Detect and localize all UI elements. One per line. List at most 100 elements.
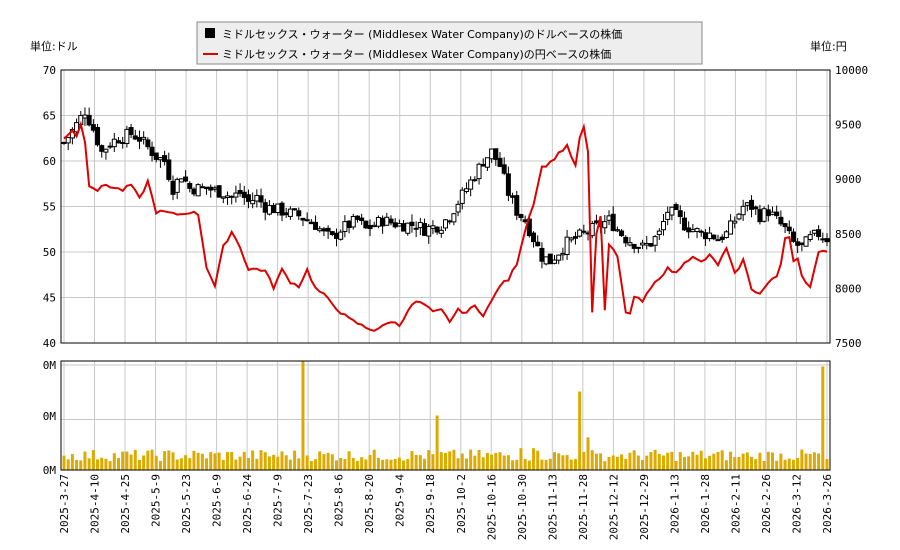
candle-body: [652, 236, 658, 246]
candle-body: [459, 189, 465, 204]
volume-bar: [670, 451, 674, 470]
candle-body: [90, 124, 96, 131]
volume-bar: [544, 459, 548, 470]
candle-body: [174, 178, 180, 193]
candle-body: [757, 209, 763, 223]
candle-body: [271, 204, 277, 214]
candle-body: [300, 217, 306, 221]
candle-body: [292, 208, 298, 211]
x-tick-label: 2025-9-18: [424, 474, 437, 534]
legend-usd-label: ミドルセックス・ウォーター (Middlesex Water Company)の…: [222, 27, 622, 41]
x-tick-label: 2026-1-13: [668, 474, 681, 534]
candle-body: [417, 222, 423, 229]
candle-body: [728, 220, 734, 235]
candle-body: [661, 220, 666, 231]
volume-bar: [70, 454, 74, 470]
candle-body: [124, 128, 130, 144]
candle-body: [778, 216, 784, 225]
candle-body: [698, 230, 704, 233]
volume-bar: [636, 455, 640, 470]
volume-bar: [573, 459, 577, 470]
volume-bar: [389, 459, 393, 470]
candle-body: [371, 224, 377, 228]
x-axis-labels: 2025-3-27 2025-4-10 2025-4-25 2025-5-9 2025-…: [58, 474, 834, 541]
x-tick-label: 2026-3-12: [790, 474, 803, 534]
candle-body: [480, 164, 486, 167]
candle-body: [740, 205, 746, 216]
volume-bar: [716, 452, 720, 470]
candle-body: [635, 246, 641, 249]
candle-body: [694, 228, 700, 232]
candle-body: [505, 173, 511, 196]
volume-bar: [351, 457, 355, 470]
candle-body: [204, 186, 210, 190]
candle-body: [484, 157, 490, 168]
volume-bar: [498, 452, 502, 470]
x-tick-label: 2025-12-12: [607, 474, 620, 540]
volume-bar: [464, 458, 468, 470]
volume-bar: [217, 452, 221, 470]
candle-body: [107, 145, 113, 148]
volume-bar: [309, 461, 313, 470]
candle-body: [497, 157, 503, 167]
candle-body: [535, 241, 541, 247]
candle-body: [702, 232, 708, 240]
volume-bar: [435, 415, 439, 470]
volume-y-tick-label: 0M: [43, 359, 57, 372]
candle-body: [388, 218, 394, 224]
volume-bar: [431, 454, 435, 470]
x-tick-label: 2026-2-26: [760, 474, 773, 534]
volume-bar: [301, 361, 305, 470]
candle-body: [132, 135, 138, 140]
volume-bar: [775, 460, 779, 470]
candle-body: [375, 216, 381, 227]
x-tick-label: 2025-10-30: [516, 474, 529, 540]
candle-body: [593, 220, 599, 224]
volume-bar: [703, 458, 707, 470]
volume-y-tick-label: 0M: [43, 410, 57, 423]
candle-body: [212, 187, 218, 190]
volume-bar: [615, 456, 619, 470]
candle-body: [95, 127, 101, 146]
candle-body: [468, 179, 474, 190]
volume-bar: [364, 459, 368, 470]
volume-bar: [720, 450, 724, 470]
volume-bar: [745, 452, 749, 470]
candle-body: [413, 227, 419, 230]
volume-bar: [146, 450, 150, 470]
volume-bar: [494, 452, 498, 470]
y2-tick-label: 9000: [835, 173, 862, 186]
volume-bar: [209, 452, 213, 470]
candle-body: [346, 220, 352, 229]
candle-body: [514, 195, 520, 216]
volume-bar: [569, 459, 573, 470]
candle-body: [581, 230, 587, 233]
x-tick-label: 2026-3-26: [821, 474, 834, 534]
candle-body: [719, 236, 725, 241]
volume-bar: [263, 452, 267, 470]
candle-body: [556, 254, 562, 261]
volume-y-tick-label: 0M: [43, 464, 57, 477]
candle-body: [313, 221, 319, 230]
volume-bar: [666, 452, 670, 470]
candle-body: [455, 203, 461, 213]
volume-bar: [611, 455, 615, 470]
candle-body: [74, 122, 80, 133]
volume-bar: [469, 449, 473, 470]
candle-body: [463, 188, 469, 193]
volume-bar: [251, 450, 255, 470]
x-tick-label: 2025-7-23: [302, 474, 315, 534]
volume-bar: [632, 450, 636, 470]
price-panel-frame: [60, 69, 831, 344]
volume-bar: [825, 459, 829, 470]
volume-bar: [557, 453, 561, 470]
y2-tick-label: 8500: [835, 228, 862, 241]
candle-body: [510, 195, 516, 198]
candle-body: [560, 252, 566, 256]
candle-body: [438, 229, 444, 234]
volume-y-axis: 0M 0M 0M: [43, 359, 57, 477]
volume-bar: [800, 449, 804, 470]
volume-bar: [330, 454, 334, 470]
volume-bar: [188, 458, 192, 470]
volume-bar: [779, 453, 783, 470]
